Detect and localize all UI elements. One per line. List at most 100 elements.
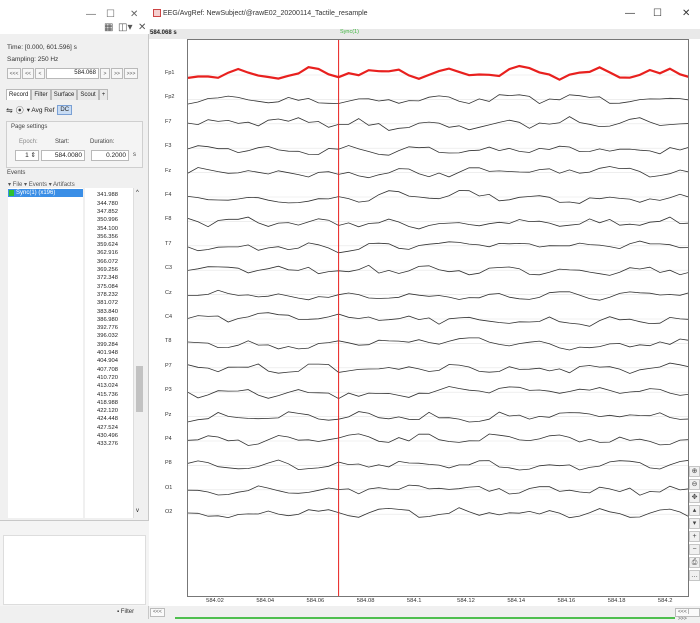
channel-label-o2[interactable]: O2 [165,509,173,516]
channel-label-p3[interactable]: P3 [165,387,172,394]
window-maximize-button[interactable]: ☐ [653,8,662,19]
event-time-item[interactable]: 407.708 [97,366,118,373]
minus-icon[interactable]: − [689,544,700,555]
nav-prev-button[interactable]: < [35,68,45,79]
channel-label-c4[interactable]: C4 [165,314,173,320]
channel-label-p4[interactable]: P4 [165,436,172,442]
channel-label-f3[interactable]: F3 [165,143,172,150]
event-time-item[interactable]: 369.256 [97,267,118,273]
plus-icon[interactable]: + [689,531,700,542]
events-menu[interactable]: ▾ File ▾ Events ▾ Artifacts [8,182,75,188]
duration-field[interactable]: 0.2000 [91,150,129,161]
channel-label-fz[interactable]: Fz [165,167,172,174]
scroll-thumb[interactable] [136,366,143,412]
filter-button[interactable]: ▪ Filter [117,609,135,615]
channel-label-fp1[interactable]: Fp1 [165,70,175,76]
event-marker-label[interactable]: Sync(1) [340,29,359,35]
event-time-item[interactable]: 366.072 [97,258,118,265]
tab-add[interactable]: + [98,89,109,100]
channel-label-f4[interactable]: F4 [165,192,172,198]
tab-record[interactable]: Record [6,89,32,100]
zoom-out-icon[interactable]: ⊖ [689,479,700,490]
window-minimize-button[interactable]: — [625,8,635,19]
layout-icon[interactable]: ◫▾ [118,22,133,33]
zoom-in-icon[interactable]: ⊕ [689,466,700,477]
event-time-item[interactable]: 375.084 [97,283,118,290]
scroll-up-icon[interactable]: ^ [136,190,139,196]
event-time-item[interactable]: 392.776 [97,325,118,332]
current-time-input[interactable]: 584.068 [46,68,99,79]
event-time-item[interactable]: 359.624 [97,242,118,249]
scroll-left-button[interactable]: <<< [150,608,165,617]
nav-next-big-button[interactable]: >> [111,68,123,79]
window-close-button[interactable]: ✕ [682,8,691,19]
channel-label-fp2[interactable]: Fp2 [165,94,175,101]
event-time-item[interactable]: 401.948 [97,350,118,356]
event-time-item[interactable]: 344.780 [97,200,118,207]
event-time-item[interactable]: 404.904 [97,358,118,365]
event-time-item[interactable]: 424.448 [97,416,118,423]
channel-label-c3[interactable]: C3 [165,265,173,272]
pan-icon[interactable]: ✥ [689,492,700,503]
minimize-button[interactable]: — [86,9,96,20]
channel-label-t8[interactable]: T8 [165,338,172,345]
pin-icon[interactable]: ✕ [138,22,147,33]
arrow-up-icon[interactable]: ▴ [689,505,700,516]
event-time-item[interactable]: 396.032 [97,333,118,340]
eeg-plot-area[interactable] [187,39,689,597]
scroll-down-icon[interactable]: v [136,508,139,514]
event-time-item[interactable]: 430.496 [97,433,118,439]
close-button[interactable]: ✕ [130,9,139,20]
event-time-item[interactable]: 433.276 [97,441,118,448]
event-time-item[interactable]: 415.736 [97,391,118,398]
arrow-down-icon[interactable]: ▾ [689,518,700,529]
grid-icon[interactable]: ▦ [104,22,114,33]
channel-label-p7[interactable]: P7 [165,362,172,369]
time-scroll-track[interactable] [175,617,675,619]
tab-filter[interactable]: Filter [31,89,51,100]
nav-next-button[interactable]: > [100,68,110,79]
montage-icon[interactable]: ⇋ [6,105,13,115]
nav-last-button[interactable]: >>> [124,68,138,79]
start-field[interactable]: 584.0080 [41,150,85,161]
event-time-item[interactable]: 362.916 [97,250,118,257]
time-scrollbar[interactable]: <<< <<< | >>> [149,606,700,622]
channel-label-cz[interactable]: Cz [165,289,172,296]
channel-label-f7[interactable]: F7 [165,118,172,125]
maximize-button[interactable]: ☐ [106,9,115,20]
more-icon[interactable]: … [689,570,700,581]
event-time-item[interactable]: 410.720 [97,374,118,381]
event-time-item[interactable]: 418.988 [97,399,118,406]
event-time-item[interactable]: 399.284 [97,341,118,348]
channel-label-t7[interactable]: T7 [165,240,172,247]
tab-surface[interactable]: Surface [50,89,78,100]
event-time-item[interactable]: 383.840 [97,308,118,315]
event-time-item[interactable]: 350.996 [97,217,118,224]
event-time-item[interactable]: 341.988 [97,192,118,199]
epoch-stepper[interactable]: 1 ⇕ [15,150,39,161]
print-icon[interactable]: ⎙ [689,557,700,568]
nav-first-button[interactable]: <<< [7,68,21,79]
channel-label-f8[interactable]: F8 [165,216,172,223]
event-group-sync[interactable]: Sync(1) (x196) [8,189,83,197]
event-time-item[interactable]: 413.024 [97,383,118,390]
event-time-item[interactable]: 347.852 [97,208,118,215]
tab-scout[interactable]: Scout [77,89,99,100]
event-time-item[interactable]: 372.348 [97,275,118,282]
channel-label-p8[interactable]: P8 [165,460,172,467]
channel-label-pz[interactable]: Pz [165,411,172,418]
target-icon[interactable]: ⦿ [15,105,24,115]
event-time-item[interactable]: 422.120 [97,408,118,415]
scroll-right-button[interactable]: <<< | >>> [675,608,700,622]
channel-label-o1[interactable]: O1 [165,484,173,491]
nav-prev-big-button[interactable]: << [22,68,34,79]
event-time-item[interactable]: 338.932 [97,188,118,190]
event-time-item[interactable]: 356.356 [97,233,118,240]
event-time-item[interactable]: 427.524 [97,424,118,431]
event-time-item[interactable]: 378.232 [97,291,118,298]
event-time-item[interactable]: 354.100 [97,225,118,232]
dc-offset-toggle[interactable]: DC [57,105,73,115]
event-time-item[interactable]: 381.072 [97,300,118,307]
event-times-scrollbar[interactable]: ^ v [133,188,143,518]
